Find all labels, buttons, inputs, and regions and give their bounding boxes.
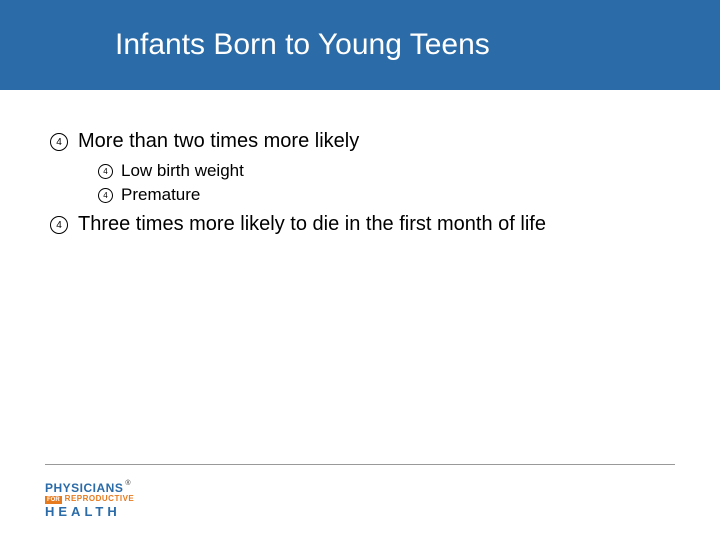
bullet-subitem: 4 Low birth weight xyxy=(98,161,670,181)
bullet-marker-icon: 4 xyxy=(98,188,113,203)
footer-divider xyxy=(45,464,675,465)
brand-logo: PHYSICIANS ® FOR REPRODUCTIVE HEALTH xyxy=(45,482,134,518)
bullet-item: 4 Three times more likely to die in the … xyxy=(50,213,670,236)
bullet-text: More than two times more likely xyxy=(78,130,359,153)
bullet-marker-icon: 4 xyxy=(98,164,113,179)
bullet-text: Three times more likely to die in the fi… xyxy=(78,213,546,236)
logo-line1: PHYSICIANS xyxy=(45,482,123,494)
bullet-text: Premature xyxy=(121,185,200,205)
bullet-text: Low birth weight xyxy=(121,161,244,181)
bullet-marker-icon: 4 xyxy=(50,133,68,151)
slide-title: Infants Born to Young Teens xyxy=(115,28,490,62)
registered-mark-icon: ® xyxy=(125,480,130,487)
logo-health: HEALTH xyxy=(45,505,134,518)
slide-header: Infants Born to Young Teens xyxy=(0,0,720,90)
logo-for: FOR xyxy=(45,496,62,504)
bullet-subitem: 4 Premature xyxy=(98,185,670,205)
logo-reproductive: REPRODUCTIVE xyxy=(65,495,135,503)
slide-body: 4 More than two times more likely 4 Low … xyxy=(0,90,720,236)
bullet-marker-icon: 4 xyxy=(50,216,68,234)
bullet-item: 4 More than two times more likely xyxy=(50,130,670,153)
